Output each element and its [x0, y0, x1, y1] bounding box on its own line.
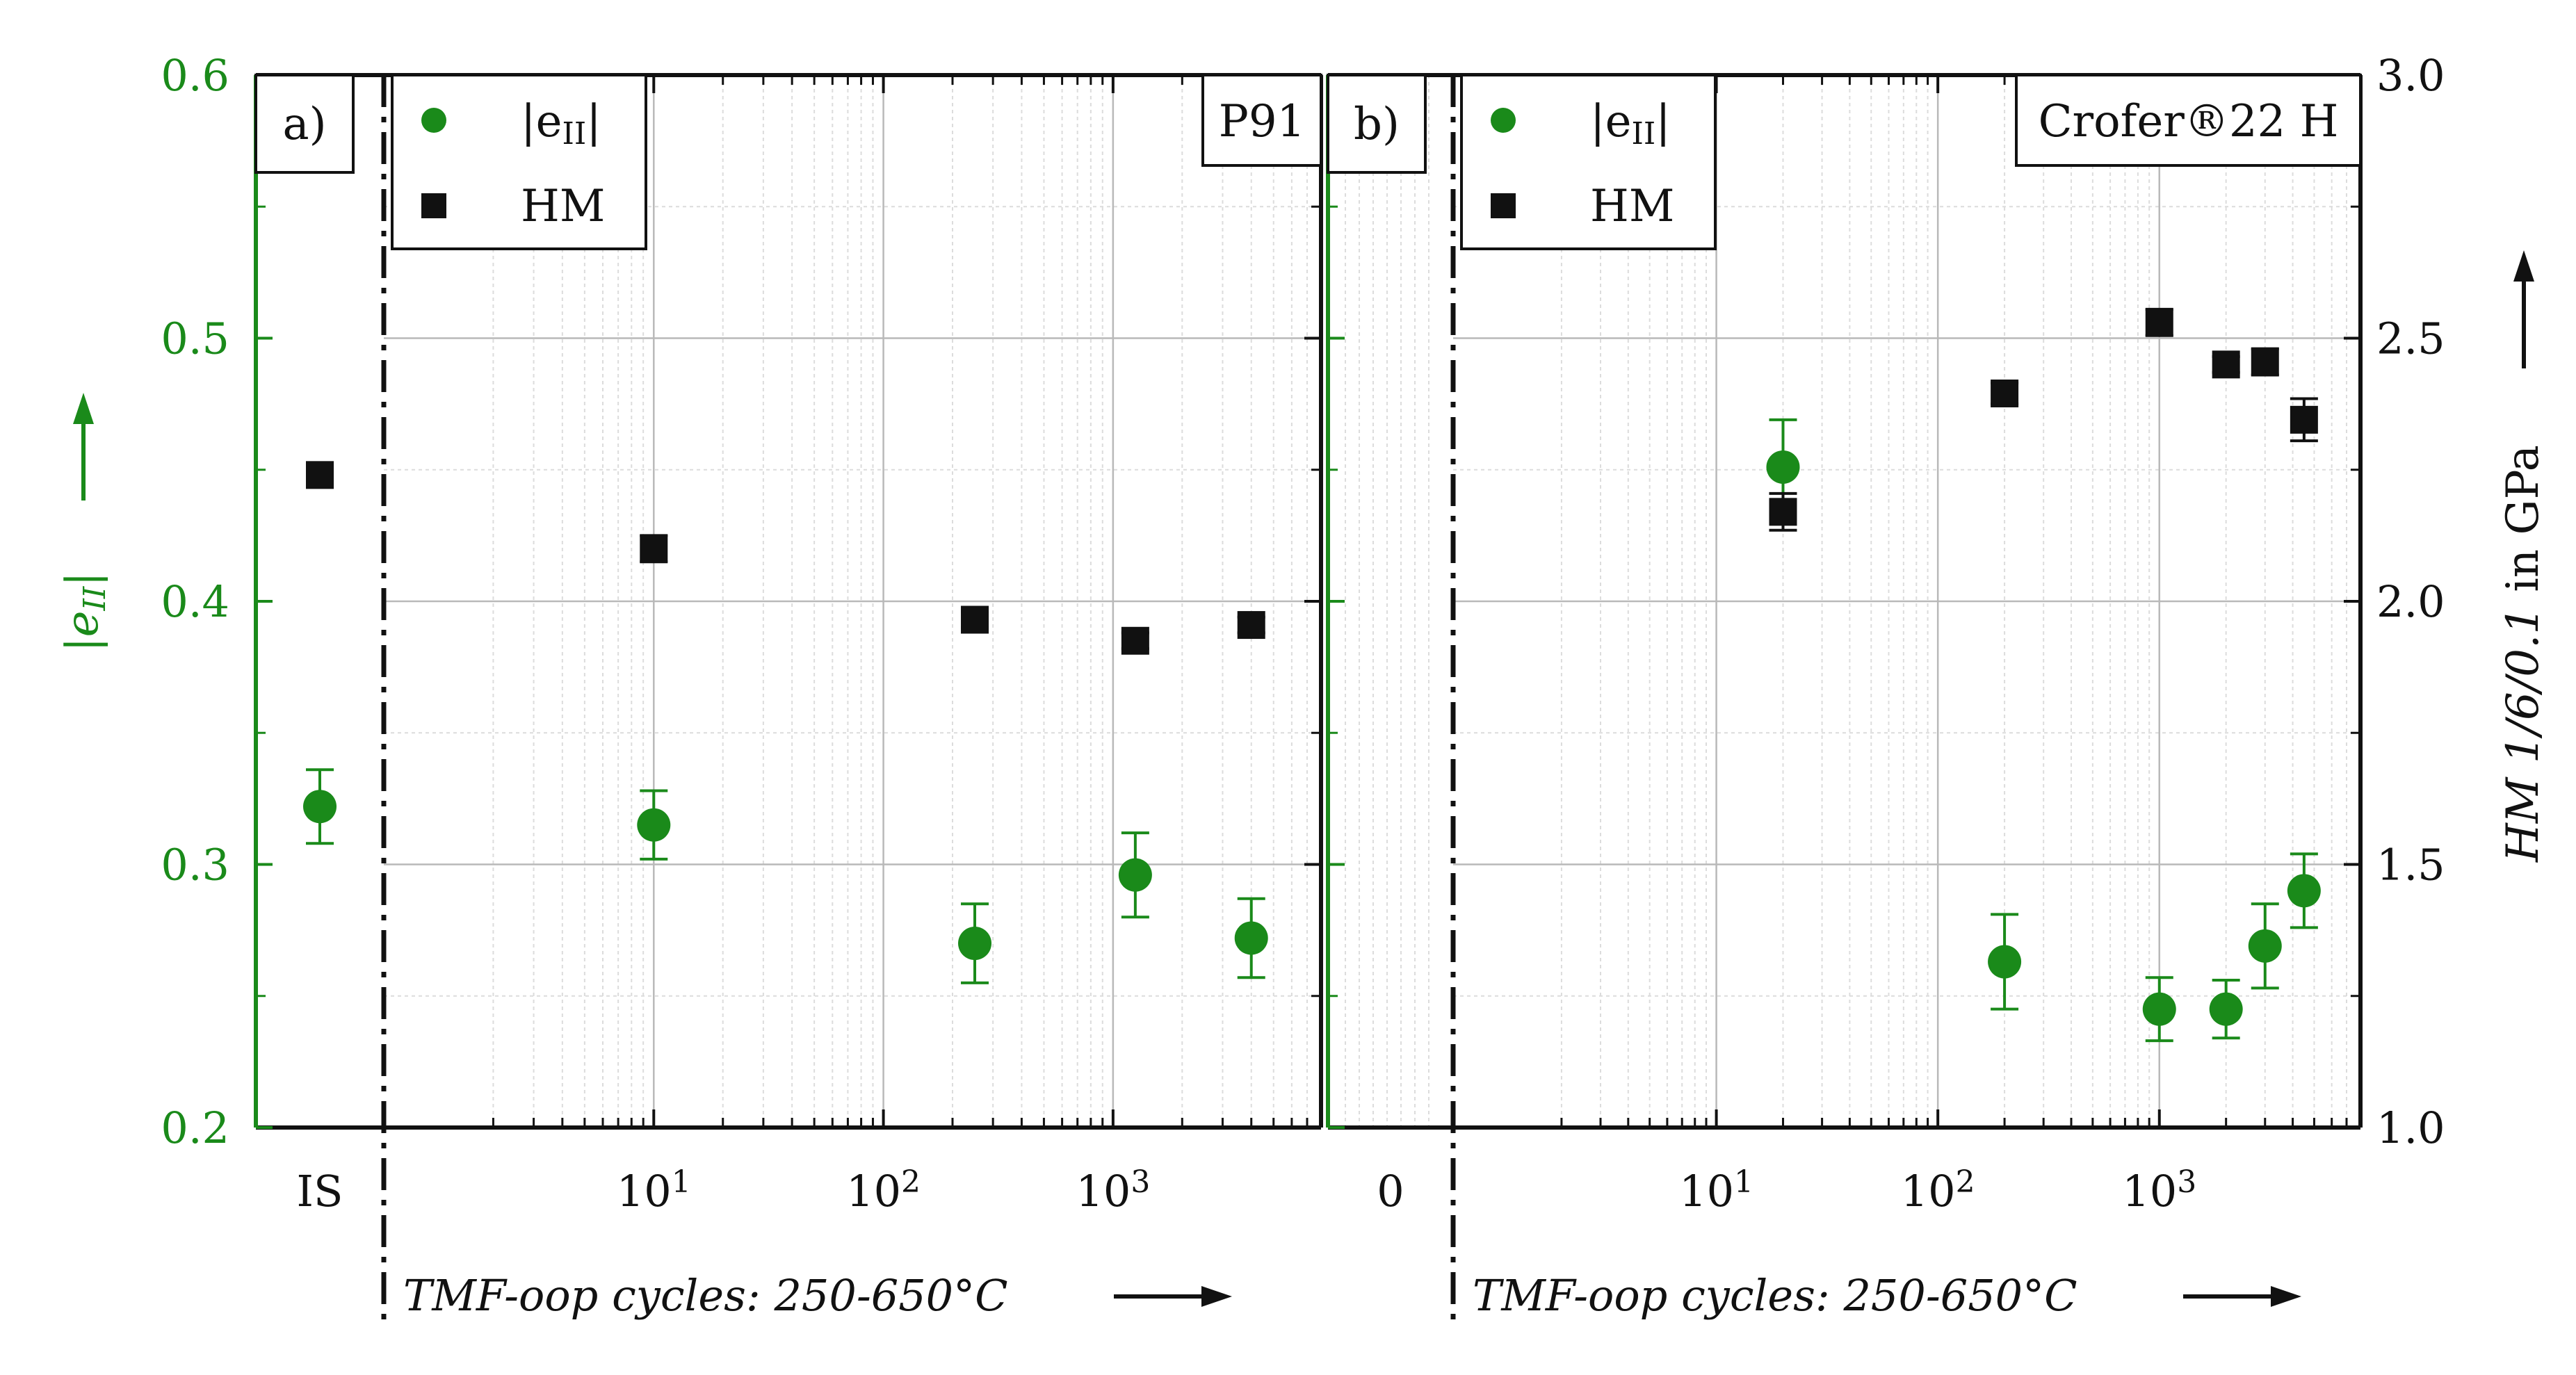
eII-point	[2209, 992, 2243, 1026]
material-label: P91	[1219, 96, 1306, 147]
left-axis-tick-label: 0.4	[161, 576, 229, 627]
right-axis-tick-label: 2.0	[2376, 576, 2445, 627]
x-tick-label: 101	[1679, 1164, 1753, 1217]
hm-point	[2212, 350, 2240, 379]
hm-point-initial	[306, 461, 334, 489]
right-axis-label: HM 1/6/0.1 in GPa	[2497, 445, 2549, 863]
left-axis-tick-label: 0.5	[161, 314, 229, 364]
left-axis-tick-label: 0.2	[161, 1103, 229, 1153]
material-label: Crofer®22 H	[2039, 96, 2339, 147]
left-axis-label: |eII|	[57, 571, 113, 652]
legend-circle-marker	[1491, 108, 1516, 133]
right-axis-tick-label: 3.0	[2376, 50, 2445, 101]
x-tick-label: 102	[846, 1164, 921, 1217]
eII-point	[2142, 992, 2176, 1026]
panel-b: 101 102 103 0 TMF-oop cycles: 250-650°C b) |eI…	[1326, 73, 2363, 1321]
hm-point	[2251, 348, 2279, 376]
hm-point	[2145, 308, 2173, 336]
panel-label: b)	[1354, 99, 1400, 150]
panel-label: a)	[282, 99, 326, 150]
eII-point	[637, 808, 671, 842]
hm-point	[1991, 379, 2019, 407]
x-axis-label: TMF-oop cycles: 250-650°C	[403, 1270, 1008, 1321]
x-tick-label: 101	[617, 1164, 691, 1217]
hm-point	[2290, 405, 2318, 434]
right-axis-tick-label: 2.5	[2376, 314, 2445, 364]
left-axis-tick-label: 0.3	[161, 840, 229, 890]
panel-label-box	[1327, 74, 1427, 174]
legend-label-hm: HM	[1590, 181, 1674, 232]
eII-point-initial	[303, 790, 337, 824]
legend-square-marker	[1491, 193, 1516, 218]
legend-square-marker	[421, 193, 446, 218]
legend-label-eII: |eII|	[1590, 96, 1671, 152]
hm-point	[1237, 611, 1265, 640]
initial-state-label: IS	[297, 1166, 343, 1217]
eII-point	[1234, 921, 1268, 955]
legend-label-eII: |eII|	[521, 96, 601, 152]
initial-state-label: 0	[1377, 1166, 1404, 1217]
right-axis-arrow-head	[2513, 250, 2534, 282]
left-axis-title: |eII|	[57, 571, 113, 652]
hm-point	[1769, 498, 1797, 526]
hm-point	[961, 605, 989, 634]
x-axis-arrow-head	[1201, 1286, 1232, 1307]
material-label-box	[2015, 74, 2362, 167]
legend-circle-marker	[421, 108, 446, 133]
panel-a: 101 102 103 IS TMF-oop cycles: 250-650°C a) |e…	[254, 73, 1323, 1321]
material-label-box	[1201, 74, 1322, 167]
x-tick-label: 102	[1901, 1164, 1975, 1217]
x-tick-label: 103	[1076, 1164, 1150, 1217]
x-axis-label: TMF-oop cycles: 250-650°C	[1473, 1270, 2077, 1321]
x-axis-arrow-head	[2271, 1286, 2301, 1307]
hm-point	[1121, 626, 1149, 655]
eII-point	[1988, 945, 2022, 979]
right-axis-tick-label: 1.5	[2376, 840, 2445, 890]
hm-point	[640, 535, 668, 563]
eII-point	[958, 927, 992, 961]
legend-label-hm: HM	[521, 181, 605, 232]
panel-label-box	[254, 74, 355, 174]
eII-point	[2287, 874, 2321, 908]
left-axis-arrow-head	[73, 393, 94, 424]
eII-point	[1766, 450, 1800, 484]
right-axis-tick-label: 1.0	[2376, 1103, 2445, 1153]
legend-box	[1460, 74, 1717, 250]
left-axis-tick-label: 0.6	[161, 50, 229, 101]
eII-point	[2248, 929, 2282, 963]
legend-box	[391, 74, 647, 250]
eII-point	[1118, 858, 1152, 892]
x-tick-label: 103	[2122, 1164, 2196, 1217]
right-axis-title: HM 1/6/0.1 in GPa	[2497, 445, 2549, 863]
